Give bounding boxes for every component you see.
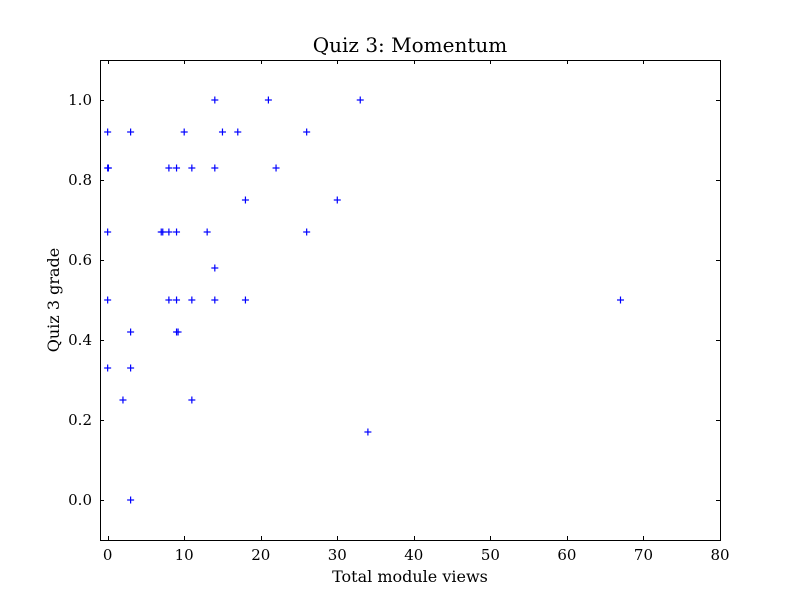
data-point	[159, 228, 167, 236]
data-point	[211, 296, 219, 304]
data-point	[104, 296, 112, 304]
data-point	[165, 228, 173, 236]
data-point	[203, 228, 211, 236]
data-point	[104, 364, 112, 372]
data-point	[241, 296, 249, 304]
data-point	[104, 128, 112, 136]
data-point	[234, 128, 242, 136]
data-point	[333, 196, 341, 204]
data-point	[173, 296, 181, 304]
x-tick-label: 60	[557, 546, 576, 564]
data-point	[241, 196, 249, 204]
x-tick-label: 30	[328, 546, 347, 564]
y-axis-label: Quiz 3 grade	[44, 248, 63, 352]
y-tick-label: 0.8	[68, 171, 92, 189]
data-point	[211, 264, 219, 272]
data-point	[188, 296, 196, 304]
data-point	[211, 96, 219, 104]
data-point	[272, 164, 280, 172]
data-point	[616, 296, 624, 304]
y-tick-label: 0.0	[68, 491, 92, 509]
data-point	[180, 128, 188, 136]
y-axis: 0.0 0.2 0.4 0.6 0.8 1.0	[68, 91, 720, 509]
x-axis: 0 10 20 30 40 50 60 70 80	[103, 60, 730, 564]
chart-title: Quiz 3: Momentum	[313, 33, 508, 57]
data-point	[364, 428, 372, 436]
data-point	[104, 228, 112, 236]
data-point	[104, 164, 112, 172]
y-tick-label: 0.2	[68, 411, 92, 429]
data-point	[173, 164, 181, 172]
x-tick-label: 50	[481, 546, 500, 564]
x-axis-label: Total module views	[332, 567, 488, 586]
x-tick-label: 70	[634, 546, 653, 564]
y-tick-label: 0.4	[68, 331, 92, 349]
data-point	[119, 396, 127, 404]
x-tick-label: 0	[103, 546, 113, 564]
data-point	[303, 228, 311, 236]
x-tick-label: 20	[251, 546, 270, 564]
data-point	[165, 296, 173, 304]
data-point	[127, 328, 135, 336]
x-tick-label: 80	[710, 546, 729, 564]
data-point	[165, 164, 173, 172]
data-point	[218, 128, 226, 136]
data-point	[264, 96, 272, 104]
y-tick-label: 1.0	[68, 91, 92, 109]
data-point	[127, 496, 135, 504]
x-tick-label: 10	[175, 546, 194, 564]
data-point	[188, 396, 196, 404]
y-tick-label: 0.6	[68, 251, 92, 269]
x-tick-label: 40	[404, 546, 423, 564]
data-point	[127, 364, 135, 372]
data-point	[303, 128, 311, 136]
data-point	[174, 328, 182, 336]
data-point	[127, 128, 135, 136]
data-point	[173, 228, 181, 236]
data-point	[188, 164, 196, 172]
data-points	[104, 96, 624, 504]
data-point	[356, 96, 364, 104]
data-point	[211, 164, 219, 172]
plot-frame	[100, 60, 721, 541]
